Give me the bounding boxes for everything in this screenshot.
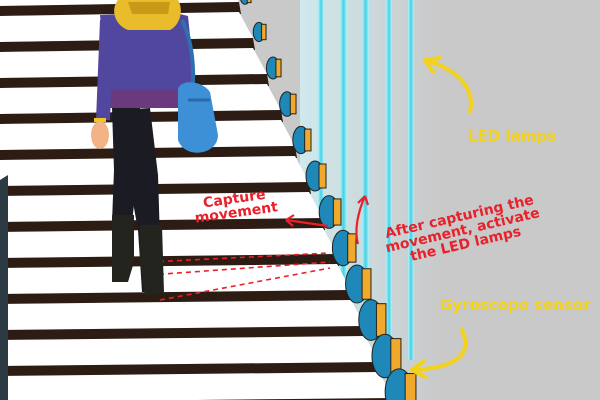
bracelet xyxy=(94,118,106,122)
led-strip xyxy=(386,0,392,345)
sensor-ring xyxy=(275,58,282,78)
arm-right xyxy=(172,12,196,96)
gyroscope-sensor-icon xyxy=(279,91,297,117)
sensor-ring xyxy=(347,233,357,263)
sensor-arrow xyxy=(410,328,468,372)
sensor-ring xyxy=(390,338,402,374)
gyroscope-sensor-icon xyxy=(331,229,357,267)
sensor-ring xyxy=(332,198,342,226)
sensor-ring xyxy=(361,268,372,300)
gyroscope-sensor-icon xyxy=(265,56,282,80)
hair-shade xyxy=(128,2,170,14)
detection-beam xyxy=(159,267,331,301)
step-tread xyxy=(0,228,337,258)
step-tread xyxy=(0,300,365,330)
annotation-arrows-yellow xyxy=(410,56,473,379)
activate-arrowhead xyxy=(357,195,370,206)
step-tread xyxy=(0,336,379,366)
gyroscope-sensor-icon xyxy=(384,368,417,400)
sensor-ring xyxy=(261,23,267,41)
activate-arrow xyxy=(355,195,367,245)
sensor-ring xyxy=(304,128,312,152)
led-lamps xyxy=(318,0,414,360)
detection-beam xyxy=(149,261,331,276)
sensor-arrowhead xyxy=(410,359,427,379)
step-tread xyxy=(0,192,323,222)
step-riser xyxy=(0,326,367,340)
capture-arrowhead xyxy=(285,214,295,227)
gyroscope-sensors xyxy=(240,0,417,400)
label-led-lamps: LED lamps xyxy=(468,127,557,145)
step-riser xyxy=(0,362,381,376)
gyroscope-sensor-icon xyxy=(345,264,372,304)
led-strip xyxy=(362,0,369,330)
step-tread xyxy=(0,372,393,400)
detection-beam xyxy=(149,252,331,263)
label-gyroscope-sensor: Gyroscope sensor xyxy=(440,296,591,314)
capture-arrow xyxy=(285,218,329,228)
hand-left xyxy=(91,121,109,149)
sweater xyxy=(100,12,185,102)
gyroscope-sensor-icon xyxy=(252,21,267,43)
sensor-ring xyxy=(246,0,252,4)
sensor-ring xyxy=(375,303,387,337)
led-strip xyxy=(318,0,324,230)
step-riser xyxy=(0,290,353,304)
woman-climbing-stairs xyxy=(91,0,218,296)
detection-beams xyxy=(149,252,331,301)
gyroscope-sensor-icon xyxy=(318,195,342,229)
step-riser xyxy=(0,218,325,232)
boot-front xyxy=(112,215,134,282)
sensor-ring xyxy=(318,163,327,189)
boot-back xyxy=(140,225,164,296)
stair-edge-left xyxy=(0,175,8,400)
sweater-hem xyxy=(106,90,186,108)
sensor-ring xyxy=(289,93,297,115)
led-lamps-arrowhead xyxy=(423,56,442,74)
sensor-ring xyxy=(404,373,417,400)
gyroscope-sensor-icon xyxy=(292,125,312,155)
led-strip xyxy=(340,0,347,300)
gyroscope-sensor-icon xyxy=(240,0,252,5)
gyroscope-sensor-icon xyxy=(305,160,327,192)
leg-front xyxy=(112,108,140,222)
led-strip xyxy=(408,0,414,360)
arm-left xyxy=(96,20,114,120)
led-lamps-arrow xyxy=(423,58,473,114)
step-tread xyxy=(0,264,351,294)
annotation-arrows-red xyxy=(285,195,370,245)
gyroscope-sensor-icon xyxy=(358,299,387,341)
